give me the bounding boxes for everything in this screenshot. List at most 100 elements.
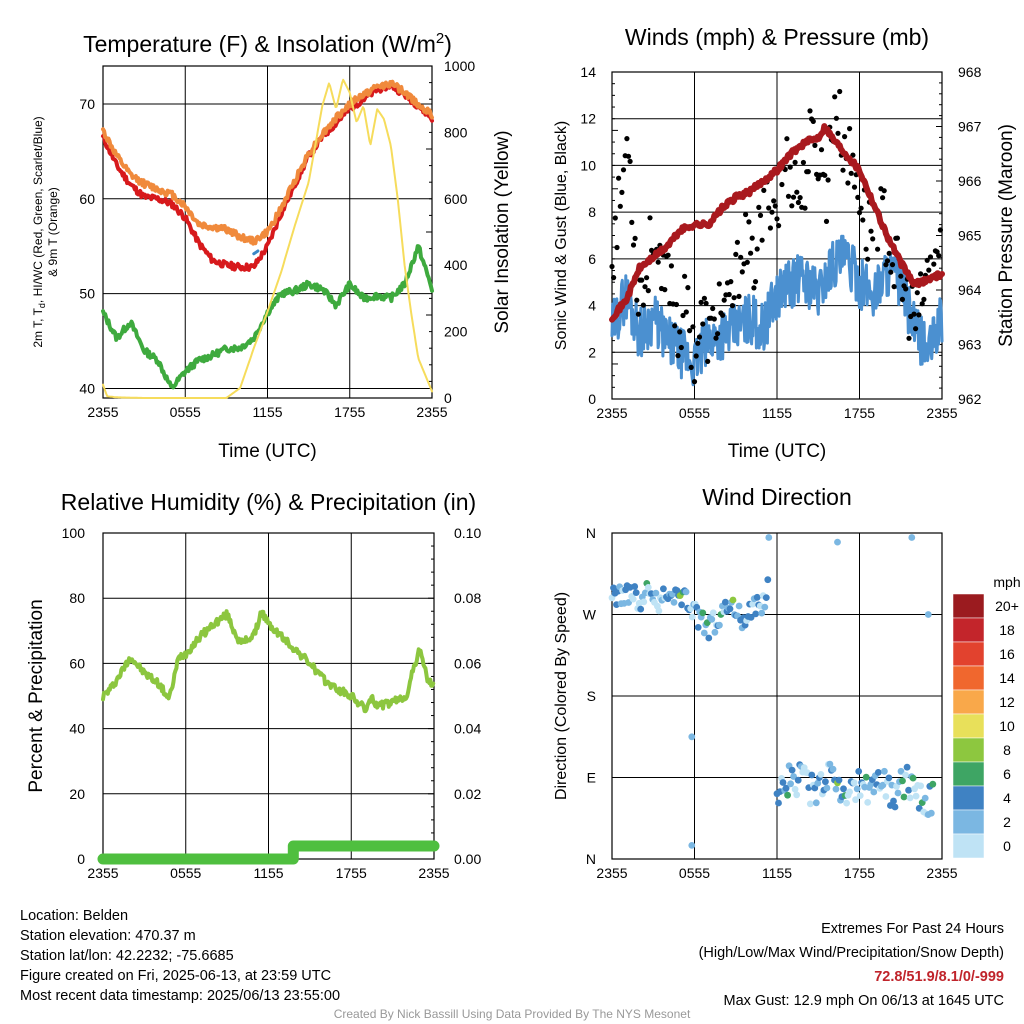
direction-point [711,628,719,636]
wind-gust-point [749,235,755,241]
pressure-y2-tick-label: 962 [958,391,982,407]
wind-gust-point [629,219,635,225]
direction-point [682,588,690,596]
precip-y2-tick-label: 0.06 [454,655,481,671]
direction-point [834,538,841,546]
wind-gust-point [713,335,719,341]
wind-gust-point [683,309,689,315]
temperature-series-line [101,79,434,246]
insolation-y2-tick-label: 400 [444,257,468,273]
direction-point [906,794,914,802]
direction-point [853,785,861,793]
direction-point [688,842,696,849]
wind-gust-point [931,261,937,267]
wind-gust-point [734,239,741,245]
direction-x-tick-label: 0555 [679,865,710,881]
wind-gust-point [665,252,671,258]
extremes-subtitle: (High/Low/Max Wind/Precipitation/Snow De… [698,945,1004,961]
wind-gust-point [891,284,897,290]
direction-point [846,788,853,796]
direction-y-axis-label: Direction (Colored By Speed) [553,592,570,800]
wind-gust-point [632,235,638,241]
wind-gust-point [785,193,792,199]
precip-y2-tick-label: 0.08 [454,590,481,606]
wind-gust-point [640,302,647,308]
wind-gust-point [916,312,922,318]
wind-gust-point [766,205,772,211]
precip-y2-tick-label: 0.10 [454,525,481,541]
wind-gust-point [728,279,734,285]
legend-label: 16 [999,646,1015,662]
direction-point [765,534,773,541]
wind-gust-point [919,301,925,307]
wind-gust-point [738,254,744,260]
wind-gust-point [685,285,691,291]
direction-point [897,767,905,775]
direction-point [794,776,802,784]
wind-gust-point [690,324,696,330]
direction-point [899,777,906,785]
wind-gust-point [837,88,843,95]
wind-gust-point [639,277,645,283]
legend-label: 18 [999,622,1015,638]
wind-gust-point [779,181,785,188]
wind-gust-point [716,281,722,287]
wind-gust-point [691,379,698,385]
direction-point [903,763,911,771]
direction-point [660,585,667,593]
direction-point [921,794,929,802]
wind-gust-point [847,126,853,132]
temperature-x-tick-label: 1155 [252,404,282,420]
direction-point [787,780,794,788]
direction-point [874,769,882,776]
humidity-y-tick-label: 0 [77,851,85,867]
direction-point [708,615,716,623]
direction-point [905,786,912,794]
wind-gust-point [883,262,889,268]
sonic-wind-line [610,234,944,387]
winds-x-tick-label: 1155 [762,405,792,421]
direction-point [902,771,909,779]
latlon-text: Station lat/lon: 42.2232; -75.6685 [20,948,234,964]
wind-gust-point [678,344,684,351]
direction-point [705,634,713,642]
wind-gust-point [884,258,891,264]
direction-point [652,589,660,597]
wind-gust-point [736,293,742,299]
wind-gust-point [795,199,802,206]
direction-point [775,799,782,807]
direction-point [749,600,757,608]
direction-point [891,803,899,811]
direction-point [843,799,850,807]
winds-x-tick-label: 2355 [926,405,957,421]
wind-gust-point [720,312,726,318]
wind-gust-point [624,136,630,142]
wind-gust-point [616,175,622,181]
wind-gust-point [823,218,830,224]
wind-gust-point [772,203,778,209]
legend-swatch [952,761,985,787]
wind-gust-point [625,153,632,159]
direction-point [806,800,814,808]
wind-gust-point [825,177,831,183]
direction-point [929,780,937,788]
direction-point [753,593,761,601]
wind-gust-point [700,321,706,327]
direction-point [832,785,840,793]
wind-gust-point [668,263,675,269]
wind-gust-point [840,167,846,173]
insolation-axis-label: Solar Insolation (Yellow) [492,130,513,333]
direction-y-tick-label: N [586,525,596,541]
wind-gust-point [858,205,864,211]
extremes-title: Extremes For Past 24 Hours [821,921,1004,937]
wind-gust-point [822,172,828,178]
direction-point [726,605,734,613]
winds-x-tick-label: 0555 [679,405,710,421]
direction-point [784,791,791,799]
legend-label: 4 [1003,790,1011,806]
wind-gust-point [889,262,896,268]
direction-point [894,789,902,797]
wind-gust-point [710,305,716,312]
wind-gust-point [614,244,620,251]
pressure-y2-tick-label: 968 [958,64,982,80]
